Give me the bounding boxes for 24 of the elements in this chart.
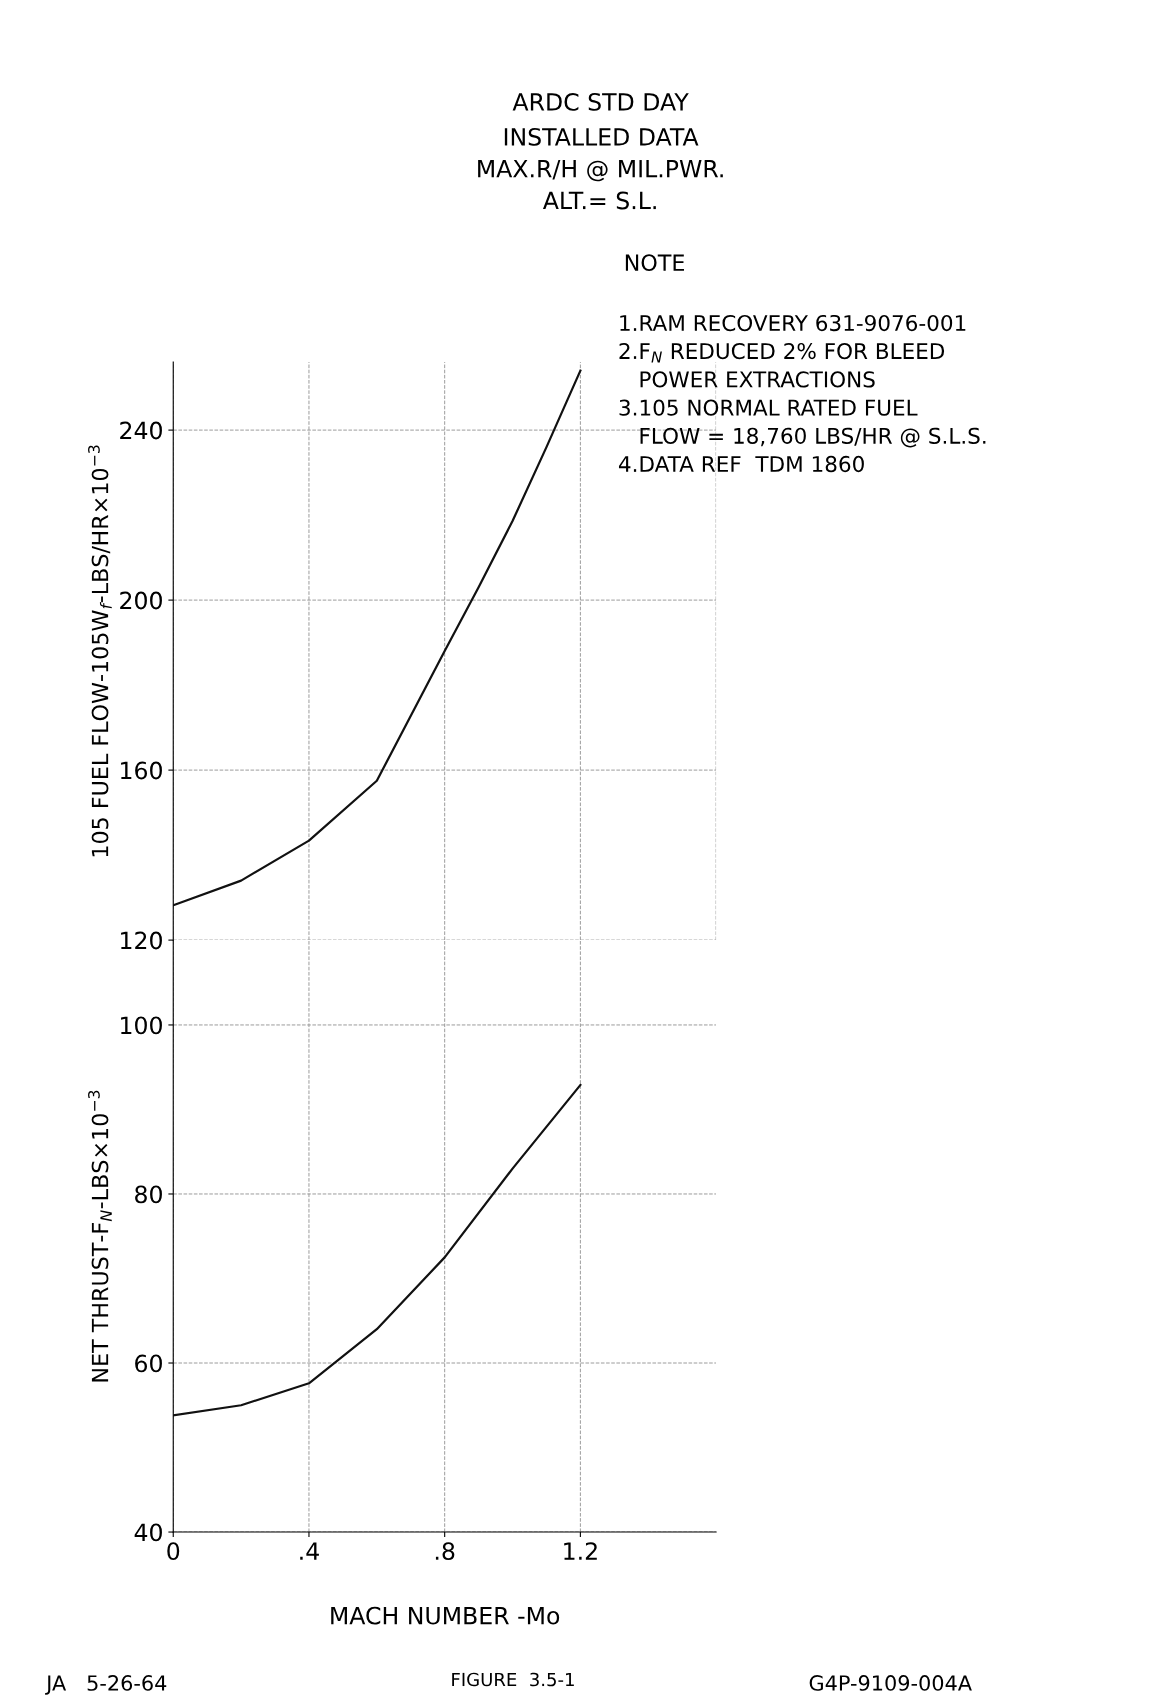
text: JA 5-26-64 <box>45 1675 167 1695</box>
text: NOTE <box>625 254 685 272</box>
y-tick-label: 240 <box>120 421 162 440</box>
y-axis-title: NET THRUST-F$_{N}$-LBS×10$^{−3}$ <box>88 1090 112 1382</box>
caption: FIGURE 3.5-1 <box>452 1672 574 1687</box>
y-tick-label: 200 <box>120 591 162 610</box>
y-tick-label: 60 <box>135 1354 162 1373</box>
line-series <box>173 369 582 907</box>
y-tick-label: 100 <box>121 1016 162 1035</box>
y-tick-label: 40 <box>134 1523 162 1542</box>
x-tick-label: 1.2 <box>564 1542 597 1560</box>
y-tick-label: 120 <box>121 931 162 950</box>
x-tick-label: 0 <box>167 1542 180 1561</box>
x-tick-label: .4 <box>300 1542 319 1560</box>
y-tick-label: 80 <box>135 1185 162 1204</box>
y-axis-title: 105 FUEL FLOW-105W$_{f}$-LBS/HR×10$^{−3}$ <box>88 445 112 857</box>
line-series <box>173 1083 582 1417</box>
y-tick-label: 160 <box>121 761 162 780</box>
x-tick-label: .8 <box>435 1542 455 1561</box>
x-axis-title: MACH NUMBER -Mo <box>331 1606 560 1625</box>
text: G4P-9109-004A <box>809 1675 972 1691</box>
chart-title: ARDC STD DAY <box>512 92 689 111</box>
chart-subtitle: INSTALLED DATA MAX.R/H @ MIL.PWR. ALT.= S.L. <box>478 127 723 210</box>
annotation: 1.RAM RECOVERY 631-9076-001 2.F$_{N}$ REDUCED 2% FOR BLEED POWER EXTRACTIONS 3.105 NORMAL RATED FUEL FLOW = 18,760 LBS/HR @ S.L.S. 4.DATA REF TDM 1860 <box>618 314 986 473</box>
